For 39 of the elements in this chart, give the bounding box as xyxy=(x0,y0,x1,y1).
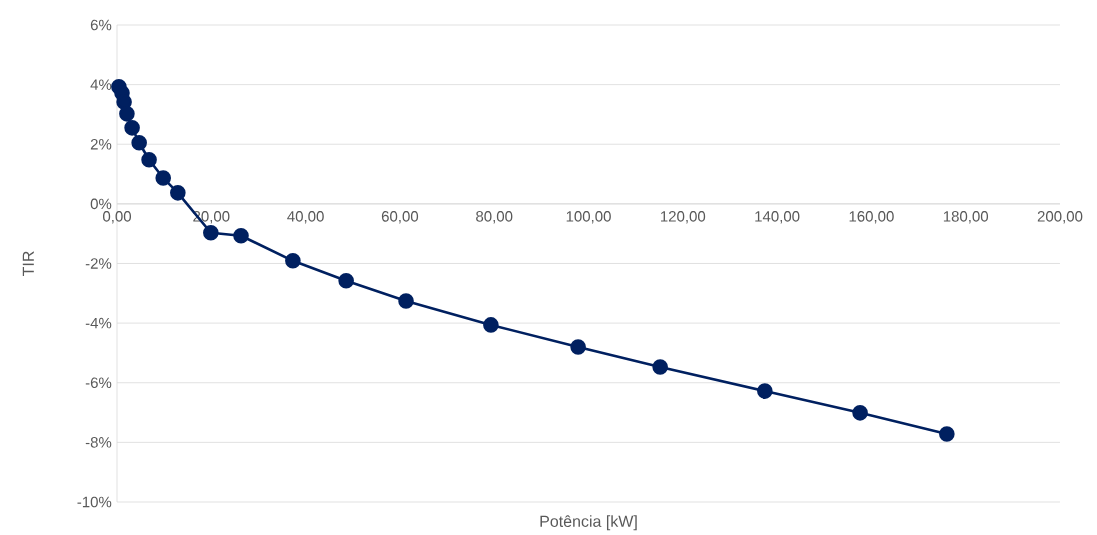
y-tick-label: -2% xyxy=(85,258,112,269)
x-tick-label: 140,00 xyxy=(755,211,800,224)
point xyxy=(155,170,172,186)
point xyxy=(483,317,499,333)
point xyxy=(131,134,147,151)
point xyxy=(652,359,668,375)
point xyxy=(398,293,414,309)
x-tick-label: 80,00 xyxy=(476,211,513,224)
x-tick-label: 180,00 xyxy=(943,211,989,224)
x-tick-label: 100,00 xyxy=(566,211,611,224)
point xyxy=(285,252,301,269)
x-axis-title: Potência [kW] xyxy=(540,515,637,531)
point xyxy=(203,224,219,241)
point xyxy=(124,119,140,136)
y-tick-label: -8% xyxy=(85,436,112,448)
y-tick-label: -6% xyxy=(85,377,112,388)
x-tick-label: 160,00 xyxy=(849,211,894,224)
point xyxy=(757,383,773,399)
point xyxy=(939,426,955,442)
y-tick-label: 4% xyxy=(90,79,112,90)
point xyxy=(116,94,132,110)
x-tick-label: 40,00 xyxy=(287,211,324,224)
point xyxy=(233,227,249,244)
point xyxy=(852,404,868,421)
x-tick-label: 60,00 xyxy=(381,211,419,224)
y-tick-label: 6% xyxy=(90,19,112,31)
x-tick-label: 0,00 xyxy=(103,211,132,224)
point xyxy=(141,151,157,168)
x-tick-label: 120,00 xyxy=(661,211,706,224)
y-tick-label: 0% xyxy=(90,198,112,210)
y-tick-label: 2% xyxy=(90,138,112,150)
point xyxy=(570,339,586,355)
point xyxy=(119,105,135,122)
point xyxy=(170,184,186,201)
y-axis-title: TIR xyxy=(22,251,34,276)
point xyxy=(338,272,354,289)
y-tick-label: -10% xyxy=(77,496,112,508)
x-tick-label: 200,00 xyxy=(1037,211,1083,224)
y-tick-label: -4% xyxy=(85,317,112,329)
